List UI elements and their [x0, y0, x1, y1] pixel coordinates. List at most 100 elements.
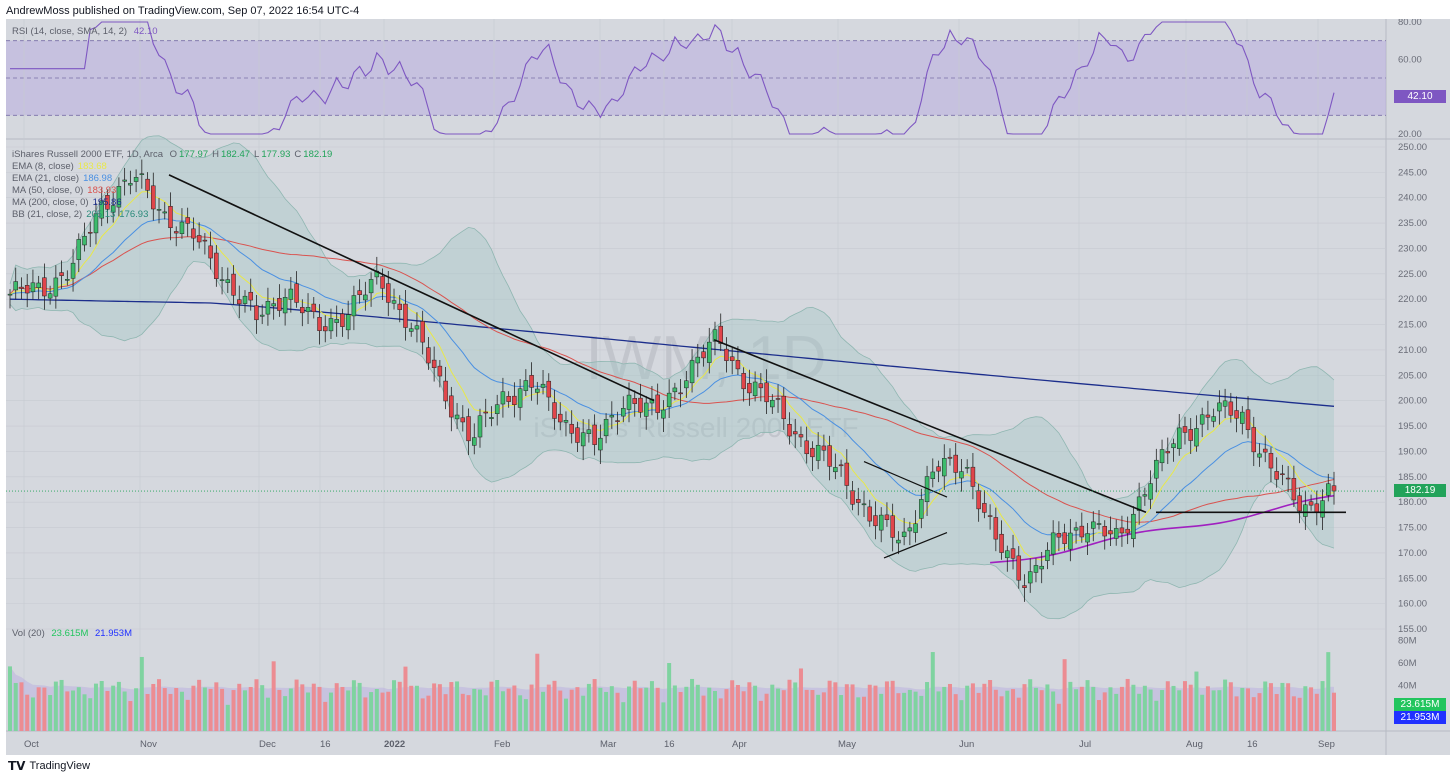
volume-bar — [392, 680, 397, 731]
candle-body — [1331, 485, 1337, 492]
volume-bar — [649, 681, 654, 731]
volume-bar — [1011, 689, 1016, 731]
volume-bar — [116, 681, 121, 731]
candle-body — [30, 282, 36, 293]
volume-bar — [59, 679, 64, 731]
candle-body — [1102, 526, 1107, 537]
volume-bar — [202, 687, 207, 731]
candle-body — [850, 490, 855, 505]
candle-body — [242, 295, 248, 304]
candle-body — [781, 395, 787, 420]
candle-body — [99, 200, 104, 219]
time-axis-tick: Feb — [494, 739, 510, 750]
time-axis-tick: Oct — [24, 739, 39, 750]
volume-bar — [179, 691, 184, 731]
candle-body — [1326, 483, 1331, 496]
candle-body — [752, 381, 758, 397]
volume-bar — [76, 687, 81, 731]
candle-body — [317, 317, 322, 331]
volume-bar — [959, 700, 964, 731]
volume-bar — [884, 681, 889, 731]
time-axis-tick: Nov — [140, 739, 157, 750]
volume-bar — [71, 690, 76, 731]
legend-ohlc-key: C — [294, 149, 302, 160]
legend-ohlc-value: 177.97 — [179, 149, 209, 160]
candle-body — [666, 392, 672, 408]
volume-bar — [896, 693, 901, 731]
volume-bar — [1142, 685, 1147, 731]
volume-bar — [965, 685, 970, 731]
candle-body — [1176, 427, 1182, 449]
volume-bar — [1303, 686, 1308, 731]
candle-body — [483, 411, 488, 414]
volume-bar — [993, 689, 998, 731]
candle-body — [735, 360, 741, 370]
candle-body — [930, 471, 936, 479]
volume-bar — [36, 687, 41, 731]
volume-bar — [523, 699, 528, 731]
volume-bar — [134, 688, 139, 731]
volume-bar — [1200, 694, 1205, 731]
volume-bar — [1137, 693, 1142, 731]
candle-body — [655, 394, 660, 413]
candle-body — [454, 414, 460, 420]
rsi-axis-tick: 60.00 — [1398, 54, 1422, 65]
volume-bar — [661, 702, 666, 731]
volume-bar — [162, 688, 167, 731]
candle-body — [1022, 585, 1027, 588]
volume-bar — [1033, 687, 1038, 731]
volume-bar — [764, 693, 769, 731]
price-axis-tick: 245.00 — [1398, 167, 1427, 178]
candle-body — [70, 262, 76, 279]
chart-frame[interactable]: 80.00 60.00 20.00 250.00 245.00 240.00 235.00 2… — [6, 19, 1450, 755]
candle-body — [311, 303, 317, 312]
volume-bar — [317, 686, 322, 731]
candle-body — [844, 462, 850, 486]
candle-body — [1125, 528, 1130, 534]
candle-body — [535, 388, 540, 393]
volume-bar — [879, 693, 884, 731]
main-legend: iShares Russell 2000 ETF, 1D, Arca O 177.… — [12, 149, 332, 221]
volume-bar — [174, 687, 179, 731]
candle-body — [1171, 443, 1176, 449]
candle-body — [838, 464, 844, 467]
volume-bar — [873, 685, 878, 731]
candle-body — [265, 301, 271, 315]
volume-bar — [1091, 686, 1096, 731]
volume-bar — [1028, 679, 1033, 731]
volume-ma-area — [10, 666, 1334, 731]
volume-bar — [758, 700, 763, 731]
candle-body — [500, 391, 506, 405]
volume-bar — [632, 680, 637, 731]
legend-indicator-value: 183.68 — [77, 161, 107, 172]
price-axis-tick: 200.00 — [1398, 396, 1427, 407]
candle-body — [775, 398, 781, 400]
volume-bar — [351, 680, 356, 731]
publisher-header: AndrewMoss published on TradingView.com,… — [0, 0, 1456, 22]
volume-bar — [1005, 690, 1010, 731]
volume-bar — [369, 692, 374, 731]
candle-body — [878, 514, 884, 531]
volume-bar — [363, 697, 368, 731]
candle-body — [237, 299, 242, 305]
volume-bar — [586, 683, 591, 731]
candle-body — [65, 279, 70, 281]
volume-legend: Vol (20) 23.615M 21.953M — [12, 628, 132, 640]
volume-bar — [1228, 682, 1233, 731]
candle-body — [643, 402, 649, 417]
candle-body — [546, 380, 552, 398]
volume-bar — [1223, 679, 1228, 731]
price-axis-tick: 230.00 — [1398, 243, 1427, 254]
volume-legend-value-1: 23.615M — [51, 628, 89, 639]
candle-body — [93, 213, 99, 234]
volume-bar — [145, 693, 150, 731]
volume-bar — [265, 697, 270, 731]
candle-body — [173, 231, 179, 234]
chart-canvas[interactable]: 80.00 60.00 20.00 250.00 245.00 240.00 235.00 2… — [6, 19, 1450, 755]
candle-body — [999, 533, 1004, 553]
candle-body — [861, 503, 867, 506]
candle-body — [110, 205, 116, 213]
volume-bar — [128, 701, 133, 731]
volume-bar — [988, 680, 993, 731]
volume-bar — [277, 689, 282, 731]
